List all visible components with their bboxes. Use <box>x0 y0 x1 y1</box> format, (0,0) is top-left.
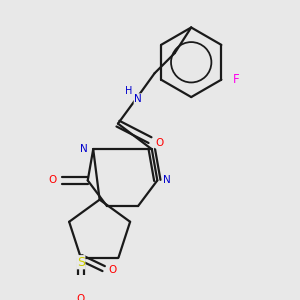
Text: O: O <box>155 138 163 148</box>
Text: O: O <box>109 266 117 275</box>
Text: O: O <box>77 294 85 300</box>
Text: N: N <box>80 144 88 154</box>
Text: N: N <box>134 94 142 104</box>
Text: N: N <box>163 176 170 185</box>
Text: S: S <box>77 256 85 269</box>
Text: F: F <box>233 73 239 86</box>
Text: H: H <box>125 86 133 96</box>
Text: O: O <box>49 176 57 185</box>
